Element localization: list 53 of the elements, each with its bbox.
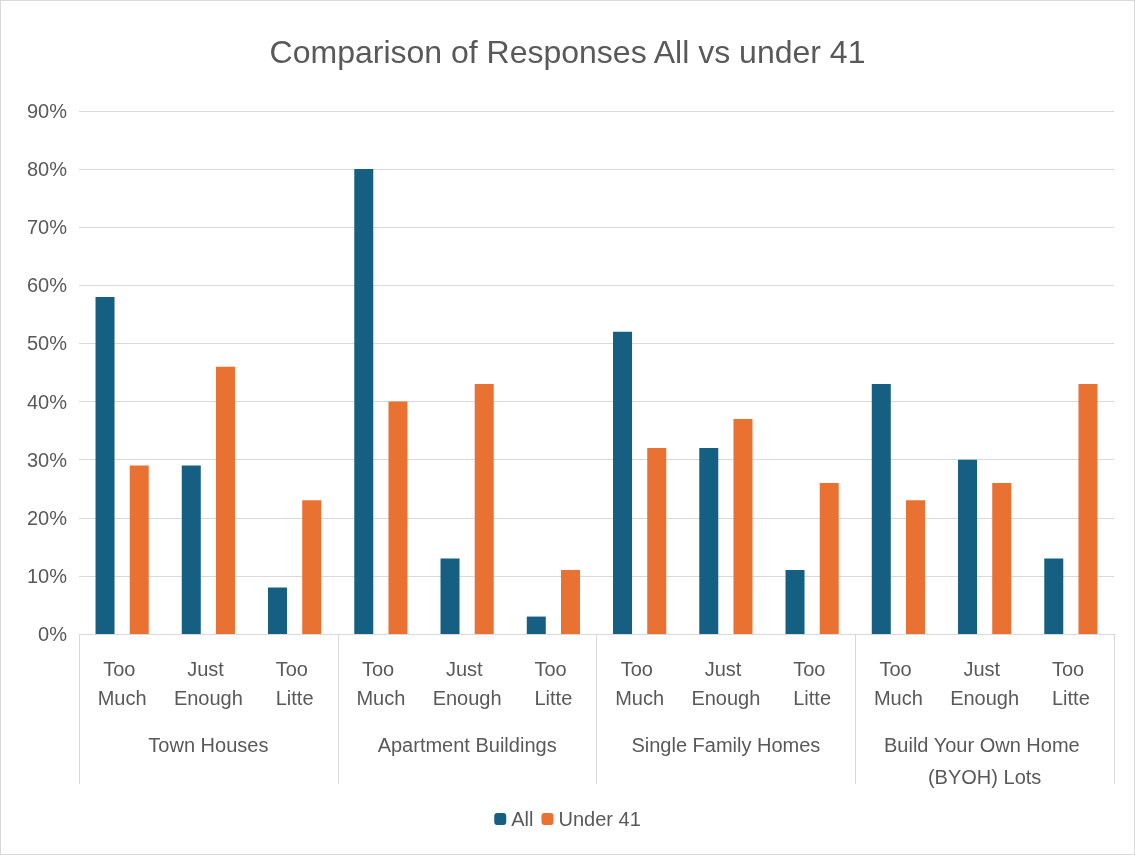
text: Single Family Homes [631,734,821,756]
x-tick-label: Just Enough [691,657,761,709]
x-tick-label: Just Enough [432,657,502,709]
bar [871,384,891,634]
bar [905,500,925,634]
bar [181,465,201,634]
x-tick-label: Too Litte [275,657,314,709]
y-tick-label: 60% [26,274,68,297]
y-tick-label: 0% [38,623,68,645]
bar [819,482,839,634]
bar [1078,384,1098,634]
legend-label: Under 41 [558,808,641,830]
bar [354,169,374,634]
bar [526,616,546,634]
bar [302,500,322,634]
y-tick-label: 80% [26,158,68,181]
bar [992,482,1012,634]
text: Build Your Own Home (BYOH) Lots [884,734,1086,788]
x-tick-label: Just Enough [173,657,243,709]
y-tick-label: 20% [26,506,68,529]
bar [1044,558,1064,634]
bar [95,296,115,634]
bar [647,448,667,634]
x-tick-label: Too Litte [793,657,832,709]
y-tick-label: 70% [26,216,68,239]
bar [958,459,978,634]
y-tick-label: 50% [26,332,68,355]
bar [733,418,753,634]
legend-label: All [511,808,534,830]
bar [268,587,288,634]
x-tick-label: Too Much [615,657,665,709]
bar [785,570,805,634]
x-tick-label: Too Much [97,657,147,709]
bar [560,570,580,634]
y-tick-label: 40% [26,390,68,413]
y-tick-label: 10% [26,564,68,587]
bar [388,401,408,634]
x-tick-label: Too Litte [1051,657,1090,709]
x-tick-label: Too Much [356,657,406,709]
x-tick-label: Too Litte [534,657,573,709]
bar [474,384,494,634]
y-tick-label: 30% [26,448,68,471]
bar [215,366,235,634]
bar [129,465,149,634]
text: Town Houses [148,734,269,756]
bar [699,448,719,634]
bar [440,558,460,634]
chart-title: Comparison of Responses All vs under 41 [269,34,866,70]
x-tick-label: Too Much [873,657,923,709]
text: Apartment Buildings [377,734,557,756]
y-tick-label: 90% [26,100,68,122]
bar [613,331,633,634]
x-tick-label: Just Enough [950,657,1020,709]
